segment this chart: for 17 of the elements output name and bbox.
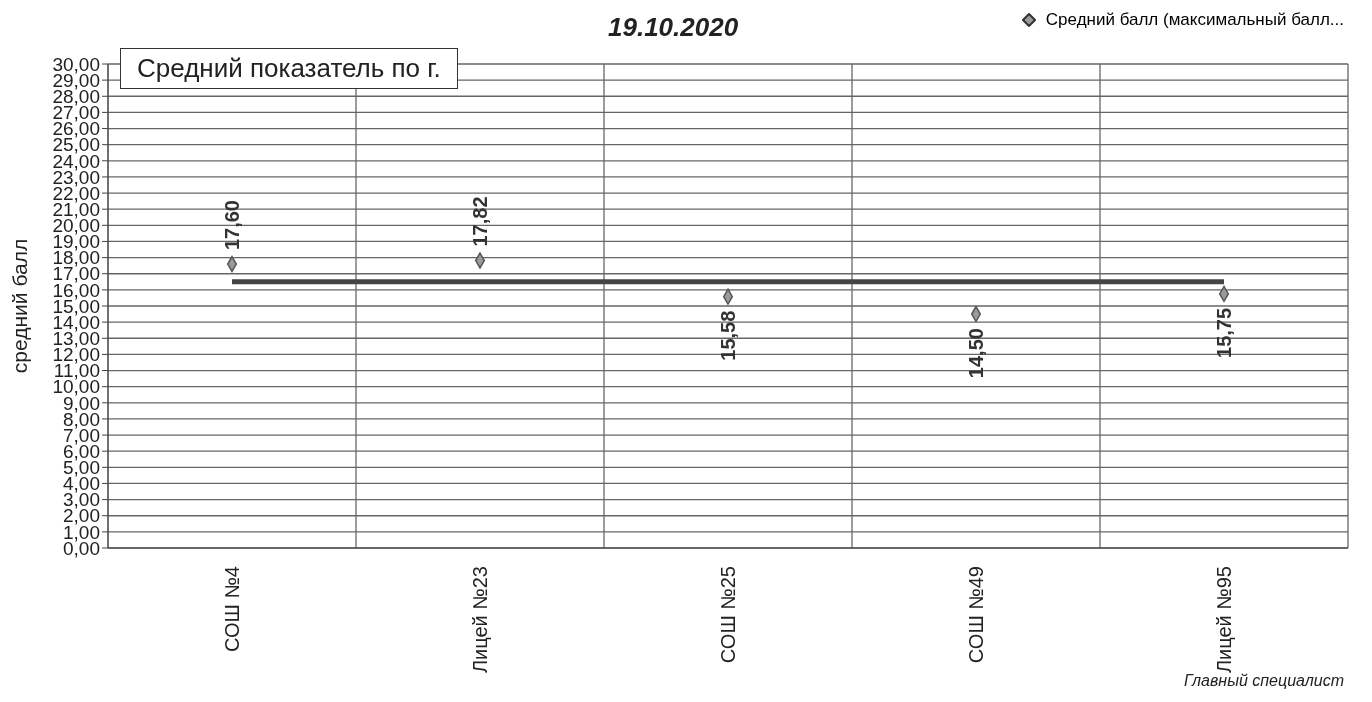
text: 17,82 — [469, 196, 491, 247]
x-tick-label: СОШ №25 — [717, 566, 739, 664]
x-tick-label: СОШ №4 — [221, 566, 243, 653]
x-tick-label: СОШ №49 — [965, 566, 987, 664]
text: 17,60 — [221, 199, 243, 251]
y-axis-title: средний балл — [8, 238, 32, 374]
point — [474, 252, 486, 269]
x-tick-label: Лицей №95 — [1213, 566, 1235, 674]
point — [722, 288, 734, 305]
text: Главный специалист — [1184, 672, 1344, 690]
legend-label: Средний балл (максимальный балл... — [1045, 10, 1344, 30]
text: 15,75 — [1213, 307, 1235, 358]
text: 14,50 — [965, 328, 987, 379]
chart-title: 19.10.2020 — [608, 12, 739, 43]
text: 15,58 — [717, 310, 739, 361]
x-tick-label: Лицей №23 — [469, 566, 491, 674]
ref-line-label: Средний показатель по г. — [120, 48, 458, 89]
